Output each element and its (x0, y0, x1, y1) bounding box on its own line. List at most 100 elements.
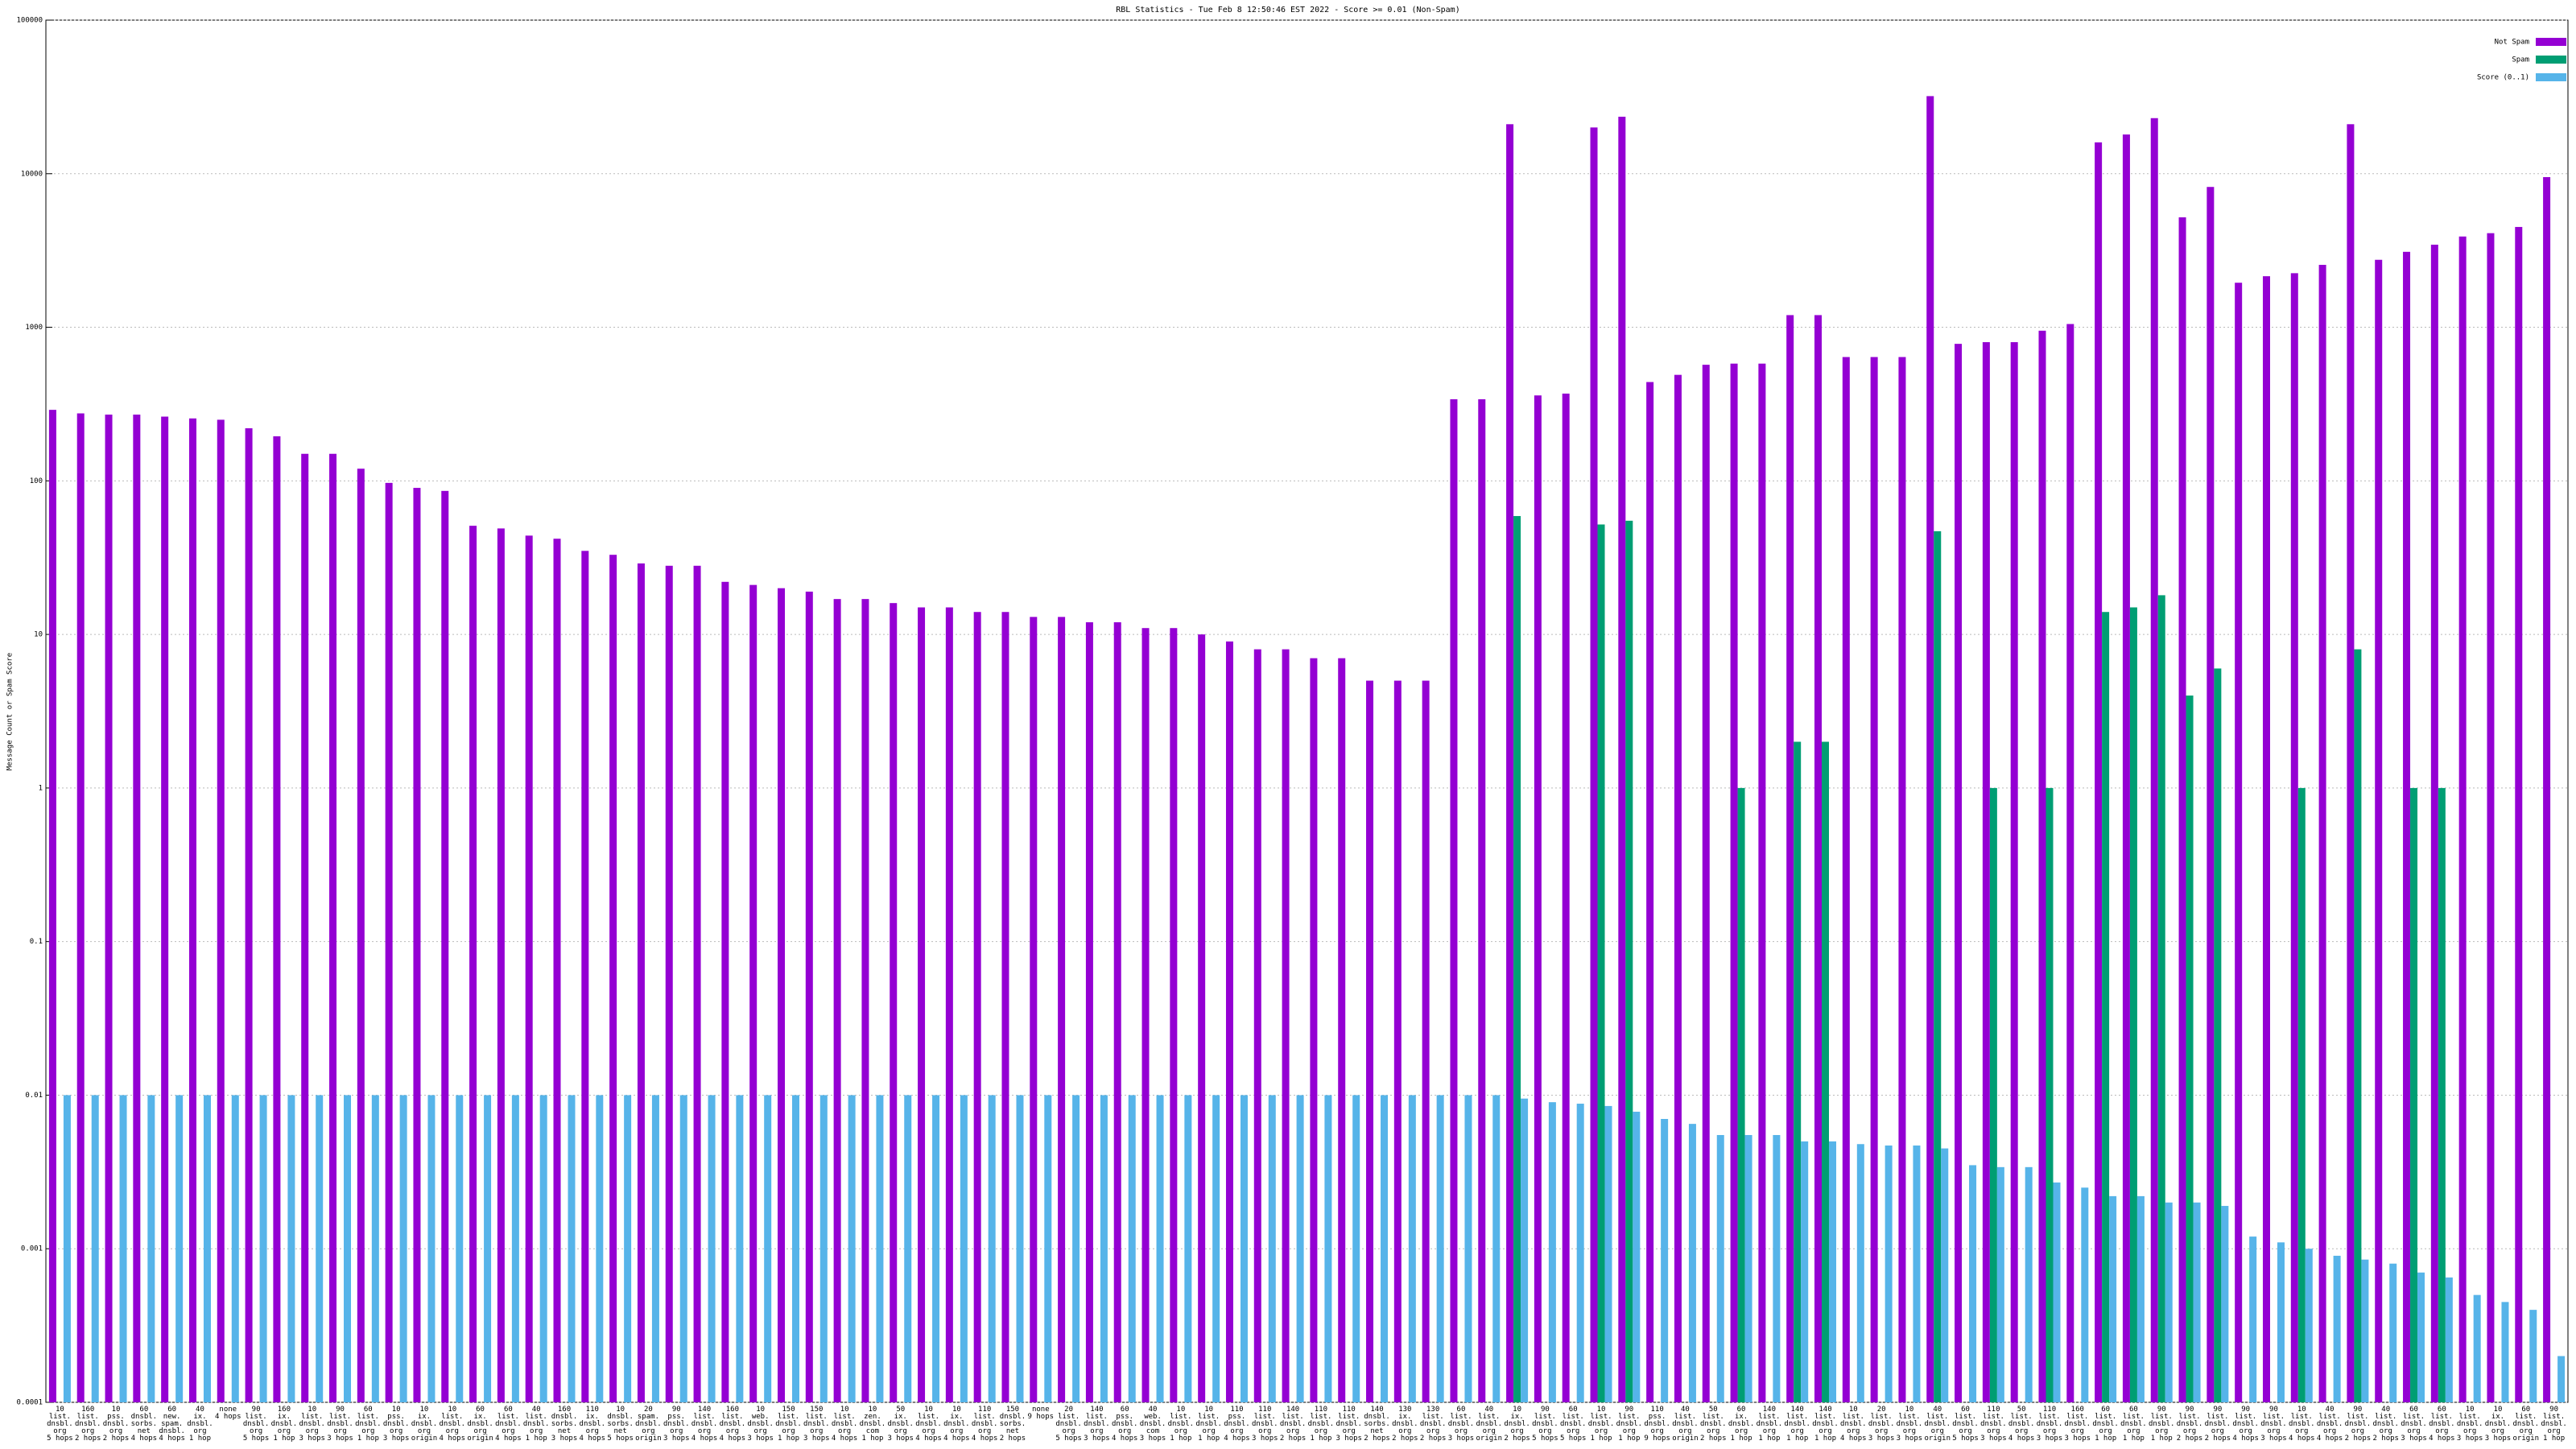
x-tick-label-line: org (361, 1427, 374, 1435)
x-tick-label-line: 4 hops (2008, 1435, 2035, 1443)
x-tick-label-line: list. (1674, 1413, 1696, 1421)
x-tick-label-line: 2 hops (75, 1435, 101, 1443)
x-tick-label-line: org (2155, 1427, 2168, 1435)
x-tick-label-line: 60 (139, 1406, 148, 1414)
bar (1829, 1141, 1837, 1402)
bar (1100, 1095, 1108, 1402)
x-tick-label-line: list. (1198, 1413, 1220, 1421)
bar (2136, 1195, 2145, 1402)
x-tick-label-line: list. (1786, 1413, 1808, 1421)
bar (273, 436, 281, 1402)
x-tick-label: none 9 hops (1028, 1406, 1055, 1421)
x-tick-label-line: org (2407, 1427, 2420, 1435)
x-tick-label-line: list. (1058, 1413, 1080, 1421)
x-tick-label-line: 1 hop (189, 1435, 211, 1443)
x-tick-label: 160 ix. dnsbl. org 1 hop (271, 1406, 298, 1443)
x-tick-label-line: org (2547, 1427, 2560, 1435)
x-tick-label-line: 1 hop (273, 1435, 295, 1443)
x-tick-label: 110 list. dnsbl. org 3 hops (1335, 1406, 1362, 1443)
x-tick-label-line: list. (1590, 1413, 1612, 1421)
x-tick-label-line: org (2043, 1427, 2056, 1435)
bar (1464, 1095, 1472, 1402)
bar (553, 539, 561, 1402)
x-tick-label: 110 list. dnsbl. org 4 hops (972, 1406, 998, 1443)
x-tick-label-line: 90 (2269, 1406, 2278, 1414)
x-tick-label-line: 10 (2494, 1406, 2503, 1414)
x-tick-label-line: dnsbl. (2429, 1420, 2455, 1428)
x-tick-label-line: 10 (616, 1406, 625, 1414)
bar (1268, 1095, 1276, 1402)
x-tick-label-line: 4 hops (580, 1435, 606, 1443)
x-tick-label-line: 10 (56, 1406, 64, 1414)
x-tick-label-line: list. (246, 1413, 267, 1421)
x-tick-label-line: dnsbl. (803, 1420, 830, 1428)
bar (568, 1095, 576, 1402)
x-tick-label-line: list. (1814, 1413, 1836, 1421)
x-tick-label-line: list. (1926, 1413, 1948, 1421)
x-tick-label-line: origin (1924, 1435, 1951, 1443)
bar (665, 565, 673, 1403)
x-tick-label-line: list. (1898, 1413, 1920, 1421)
x-tick-label-line: 4 hops (440, 1435, 466, 1443)
x-tick-label: 60 list. dnsbl. org origin (2513, 1406, 2540, 1443)
x-tick-label-line: dnsbl. (1728, 1420, 1755, 1428)
x-tick-label-line: 2 hops (2345, 1435, 2372, 1443)
x-tick-label-line: dnsbl. (1504, 1420, 1530, 1428)
x-tick-label: 90 list. dnsbl. org 3 hops (2260, 1406, 2287, 1443)
x-tick-label-line: 4 hops (215, 1413, 242, 1421)
bar (1597, 524, 1605, 1402)
x-tick-label-line: list. (974, 1413, 996, 1421)
x-tick-label-line: 10 (448, 1406, 456, 1414)
bar (1604, 1105, 1612, 1402)
x-tick-label-line: list. (2347, 1413, 2368, 1421)
x-tick-label-line: dnsbl. (1757, 1420, 1783, 1428)
x-tick-label: 60 list. dnsbl. org 3 hops (2401, 1406, 2427, 1443)
bar (413, 488, 421, 1402)
x-tick-label-line: 3 hops (1897, 1435, 1923, 1443)
x-tick-label-line: org (1595, 1427, 1608, 1435)
x-tick-label-line: dnsbl. (2065, 1420, 2091, 1428)
x-tick-label-line: dnsbl. (1868, 1420, 1895, 1428)
x-tick-label-line: 50 (1709, 1406, 1718, 1414)
x-tick-label: 140 list. dnsbl. org 1 hop (1757, 1406, 1783, 1443)
x-tick-label-line: dnsbl. (1672, 1420, 1699, 1428)
bar (637, 563, 645, 1402)
bar (2501, 1302, 2509, 1402)
x-tick-label-line: 140 (698, 1406, 711, 1414)
x-tick-label: 90 list. dnsbl. org 2 hops (2205, 1406, 2231, 1443)
x-tick-label-line: 110 (978, 1406, 991, 1414)
x-tick-label: 10 ix. dnsbl. org 4 hops (943, 1406, 970, 1443)
bar (960, 1095, 968, 1402)
x-tick-label-line: dnsbl. (1448, 1420, 1475, 1428)
x-tick-label-line: dnsbl. (775, 1420, 802, 1428)
x-tick-label-line: 5 hops (1560, 1435, 1587, 1443)
x-tick-label-line: dnsbl. (1084, 1420, 1110, 1428)
x-tick-label-line: 3 hops (747, 1435, 774, 1443)
x-tick-label: 10 list. dnsbl. org 4 hops (832, 1406, 858, 1443)
bar (1941, 1148, 1949, 1402)
bar (2129, 607, 2137, 1402)
x-tick-label-line: list. (497, 1413, 519, 1421)
x-tick-label-line: 3 hops (383, 1435, 410, 1443)
x-tick-label: 60 list. dnsbl. org 4 hops (2429, 1406, 2455, 1443)
x-tick-label-line: new. (163, 1413, 181, 1421)
x-tick-label-line: 160 (278, 1406, 291, 1414)
bar (2157, 595, 2165, 1402)
x-tick-label-line: 20 (1064, 1406, 1073, 1414)
bar (945, 607, 953, 1402)
x-tick-label-line: dnsbl. (47, 1420, 73, 1428)
x-tick-label-line: dnsbl. (411, 1420, 438, 1428)
bar (2178, 217, 2186, 1403)
bar (1001, 612, 1009, 1402)
x-tick-label: 60 ix. dnsbl. org origin (467, 1406, 493, 1443)
bar (1156, 1095, 1164, 1402)
x-tick-label-line: ix. (1510, 1413, 1523, 1421)
x-tick-label-line: list. (1758, 1413, 1780, 1421)
x-tick-label-line: dnsbl. (2037, 1420, 2063, 1428)
x-tick-label-line: 10 (420, 1406, 429, 1414)
x-tick-label-line: sorbs. (607, 1420, 634, 1428)
bar (2066, 324, 2074, 1402)
x-tick-label-line: dnsbl. (159, 1427, 185, 1435)
bar (1198, 634, 1206, 1402)
bar (175, 1095, 184, 1402)
